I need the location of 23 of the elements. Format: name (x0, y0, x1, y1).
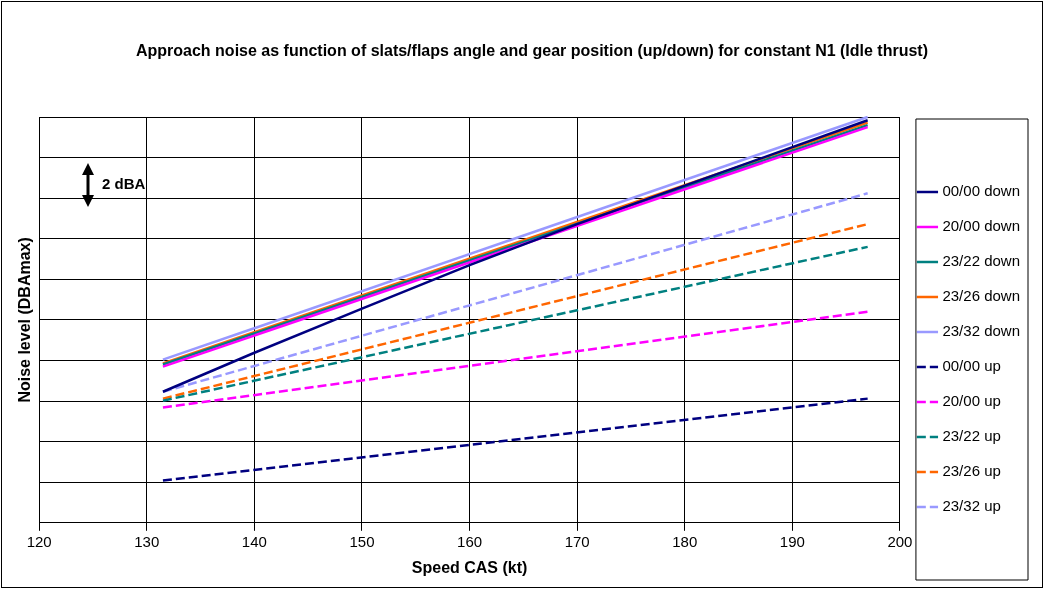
legend-label: 23/22 down (942, 252, 1021, 270)
x-tick-label: 120 (26, 532, 52, 550)
legend-label: 23/22 up (942, 427, 1001, 445)
x-tick-label: 190 (779, 532, 805, 550)
x-tick-label: 160 (457, 532, 483, 550)
legend-label: 23/26 up (942, 462, 1001, 480)
x-tick-label: 140 (241, 532, 267, 550)
legend-label: 23/32 down (942, 322, 1021, 340)
x-tick-label: 170 (564, 532, 590, 550)
y-axis-title: Noise level (DBAmax) (16, 237, 34, 403)
x-tick-label: 130 (134, 532, 160, 550)
legend-label: 00/00 down (942, 182, 1021, 200)
legend-label: 20/00 up (942, 392, 1001, 410)
x-axis-title: Speed CAS (kt) (411, 558, 528, 576)
chart-title: Approach noise as function of slats/flaps angle and gear position (up/down) for constant N1 (Idle thrust) (134, 41, 929, 61)
x-tick-label: 180 (672, 532, 698, 550)
legend-label: 23/32 up (942, 497, 1001, 515)
x-tick-label: 200 (887, 532, 913, 550)
x-tick-label: 150 (349, 532, 375, 550)
legend-label: 20/00 down (942, 217, 1021, 235)
legend-label: 23/26 down (942, 287, 1021, 305)
legend-label: 00/00 up (942, 357, 1001, 375)
annotation: 2 dBA (102, 175, 146, 192)
